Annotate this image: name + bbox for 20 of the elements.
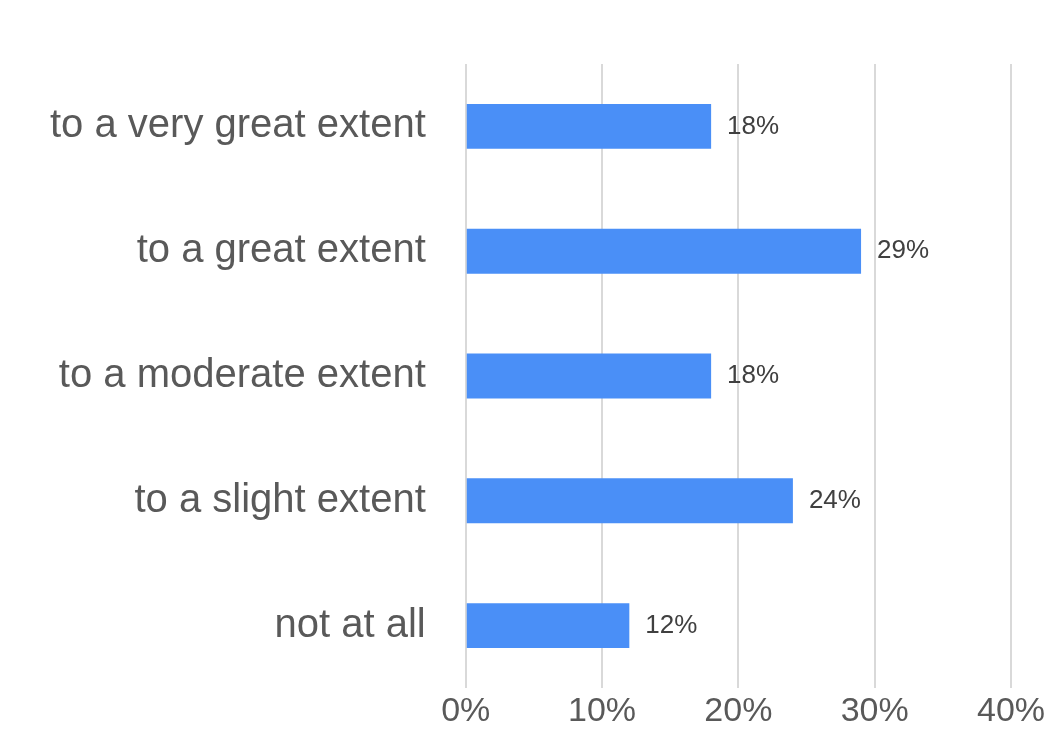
y-tick-label: to a great extent [136, 226, 426, 271]
bar [466, 478, 793, 524]
y-tick-label: to a very great extent [50, 101, 426, 146]
x-tick-label: 20% [704, 689, 773, 728]
bar [466, 103, 712, 149]
x-tick-label: 30% [840, 689, 909, 728]
x-tick-label: 40% [976, 689, 1046, 728]
data-label: 24% [808, 483, 861, 514]
x-tick-label: 0% [441, 689, 491, 728]
data-label: 18% [727, 359, 780, 390]
y-tick-label: not at all [274, 600, 426, 645]
y-tick-label: to a slight extent [134, 475, 426, 520]
data-label: 18% [727, 109, 780, 140]
bar [466, 228, 862, 274]
y-tick-label: to a moderate extent [58, 351, 426, 396]
data-label: 29% [877, 234, 930, 265]
data-label: 12% [645, 608, 698, 639]
bar [466, 603, 630, 649]
x-tick-label: 10% [568, 689, 637, 728]
bar [466, 353, 712, 399]
